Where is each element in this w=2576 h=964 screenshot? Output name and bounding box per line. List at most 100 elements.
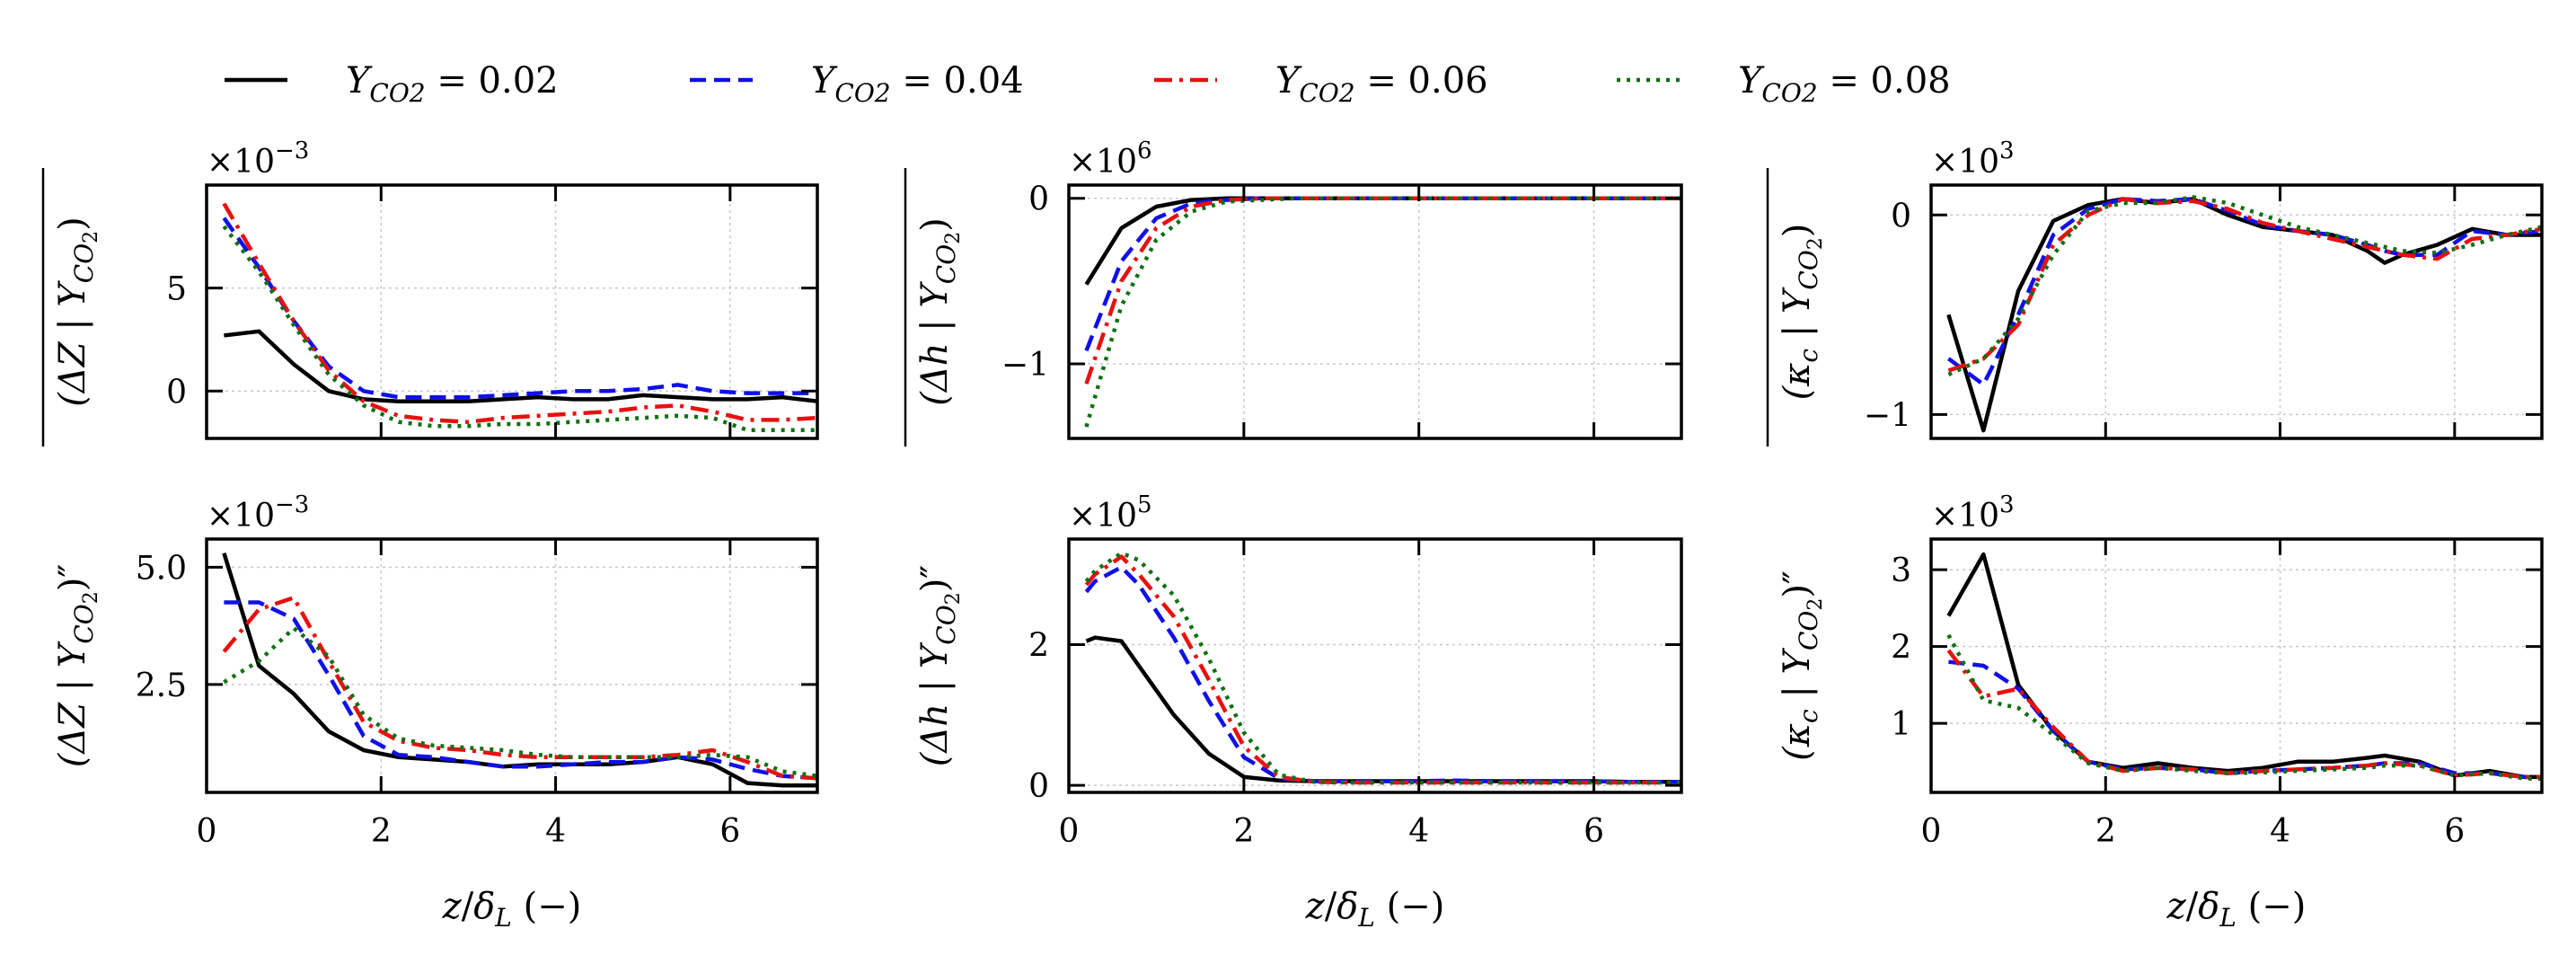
legend-label: YCO2 = 0.06 [1275,60,1488,108]
panels: 0 5 ×10−3 (ΔZ | YCO2) −1 0 ×106 (Δh | YCO2) −1 0 ×… [41,137,2544,933]
axis-multiplier: ×10−3 [207,137,309,181]
panel-dz-fluct: 2.5 5.0 0 2 4 6 z/δL (−) ×10−3 (ΔZ | YCO2)″ [52,491,819,933]
x-tick-label: 6 [719,813,740,850]
series-line [224,329,817,403]
axis-frame [205,537,819,794]
x-tick-label: 2 [2095,813,2116,850]
legend: YCO2 = 0.02 YCO2 = 0.04 YCO2 = 0.06 YCO2 = … [225,60,1951,108]
series-line [1084,196,1681,385]
series-line [1085,635,1681,784]
panel-kc-mean: −1 0 ×103 (κc | YCO2) [1766,137,2544,447]
y-axis-label-text: (Δh | YCO2) [914,217,965,406]
y-tick-label: 3 [1891,553,1911,589]
series-group [1946,552,2542,781]
x-tick-label: 6 [1584,813,1604,850]
x-axis-label: z/δL (−) [442,886,582,933]
axis-multiplier: ×106 [1069,137,1152,181]
series-line [222,202,817,424]
panel-dz-mean: 0 5 ×10−3 (ΔZ | YCO2) [41,137,819,447]
series-group [222,553,817,788]
y-axis-label: (ΔZ | YCO2)″ [52,564,102,768]
x-axis-label: z/δL (−) [2166,886,2307,933]
legend-entry: YCO2 = 0.02 [225,60,559,108]
series-line [1947,195,2542,376]
x-tick-label: 0 [1059,813,1080,850]
series-line [1947,197,2542,387]
series-line [1084,196,1681,352]
axis-multiplier: ×103 [1931,137,2015,181]
series-line [1946,552,2542,780]
x-tick-label: 0 [197,813,217,850]
axis-frame [1067,537,1683,794]
legend-entry: YCO2 = 0.06 [1154,60,1488,108]
y-axis-label-text: (ΔZ | YCO2)″ [52,564,102,768]
legend-label: YCO2 = 0.08 [1738,60,1951,108]
series-line [1084,196,1681,428]
series-line [1084,565,1681,784]
series-line [1946,649,2542,780]
y-axis-label: (ΔZ | YCO2) [41,168,102,447]
panel-dh-fluct: 0 2 0 2 4 6 z/δL (−) ×105 (Δh | YCO2)″ [914,491,1683,933]
axis-multiplier: ×10−3 [207,491,309,535]
series-group [1084,551,1681,785]
axis-multiplier: ×103 [1931,491,2015,535]
x-tick-label: 2 [1233,813,1254,850]
legend-entry: YCO2 = 0.08 [1617,60,1951,108]
axis-frame [205,183,819,440]
panel-kc-fluct: 1 2 3 0 2 4 6 z/δL (−) ×103 (κc | YCO2)″ [1777,491,2544,933]
grid [1068,185,1681,438]
x-tick-label: 0 [1921,813,1942,850]
x-tick-label: 4 [1408,813,1429,850]
series-line [223,625,817,778]
grid [1068,539,1681,792]
y-axis-label-text: (κc | YCO2)″ [1777,570,1827,761]
axis-multiplier: ×105 [1069,491,1152,535]
axis-frame [1929,183,2544,440]
series-line [1084,551,1681,785]
y-axis-label: (κc | YCO2) [1766,168,1827,447]
y-axis-label-text: (κc | YCO2) [1777,224,1827,401]
y-axis-label-text: (ΔZ | YCO2) [52,217,102,407]
y-tick-label: 2 [1891,630,1911,667]
legend-label: YCO2 = 0.02 [346,60,559,108]
y-tick-label: 0 [1028,181,1049,218]
y-tick-label: −1 [1864,397,1911,434]
y-tick-label: 1 [1891,706,1911,743]
series-line [1946,633,2542,781]
y-tick-label: 0 [1891,198,1911,234]
y-tick-label: 2 [1028,628,1049,665]
y-tick-label: −1 [1001,347,1049,384]
y-axis-label: (Δh | YCO2)″ [914,565,965,767]
y-tick-label: 2.5 [136,668,187,704]
y-axis-label: (Δh | YCO2) [904,168,965,447]
x-tick-label: 2 [371,813,392,850]
series-line [222,225,817,433]
series-line [1948,659,2542,780]
panel-dh-mean: −1 0 ×106 (Δh | YCO2) [904,137,1683,447]
series-group [1084,196,1681,428]
axis-frame [1929,537,2544,794]
series-line [222,217,817,400]
legend-label: YCO2 = 0.04 [811,60,1024,108]
series-line [1947,197,2542,373]
y-tick-label: 0 [1028,768,1049,805]
x-tick-label: 4 [545,813,566,850]
y-tick-label: 0 [166,374,187,411]
x-tick-label: 6 [2444,813,2465,850]
y-tick-label: 5.0 [136,550,187,587]
x-axis-label: z/δL (−) [1305,886,1445,933]
y-axis-label-text: (Δh | YCO2)″ [914,565,965,767]
y-tick-label: 5 [166,271,187,308]
grid [1930,539,2542,792]
series-group [222,202,817,433]
series-line [222,596,817,781]
series-line [1084,554,1681,785]
y-axis-label: (κc | YCO2)″ [1777,570,1827,761]
x-tick-label: 4 [2270,813,2290,850]
series-group [1946,195,2542,433]
series-line [224,600,817,781]
series-line [1946,197,2542,433]
legend-entry: YCO2 = 0.04 [690,60,1024,108]
axis-frame [1067,183,1683,440]
